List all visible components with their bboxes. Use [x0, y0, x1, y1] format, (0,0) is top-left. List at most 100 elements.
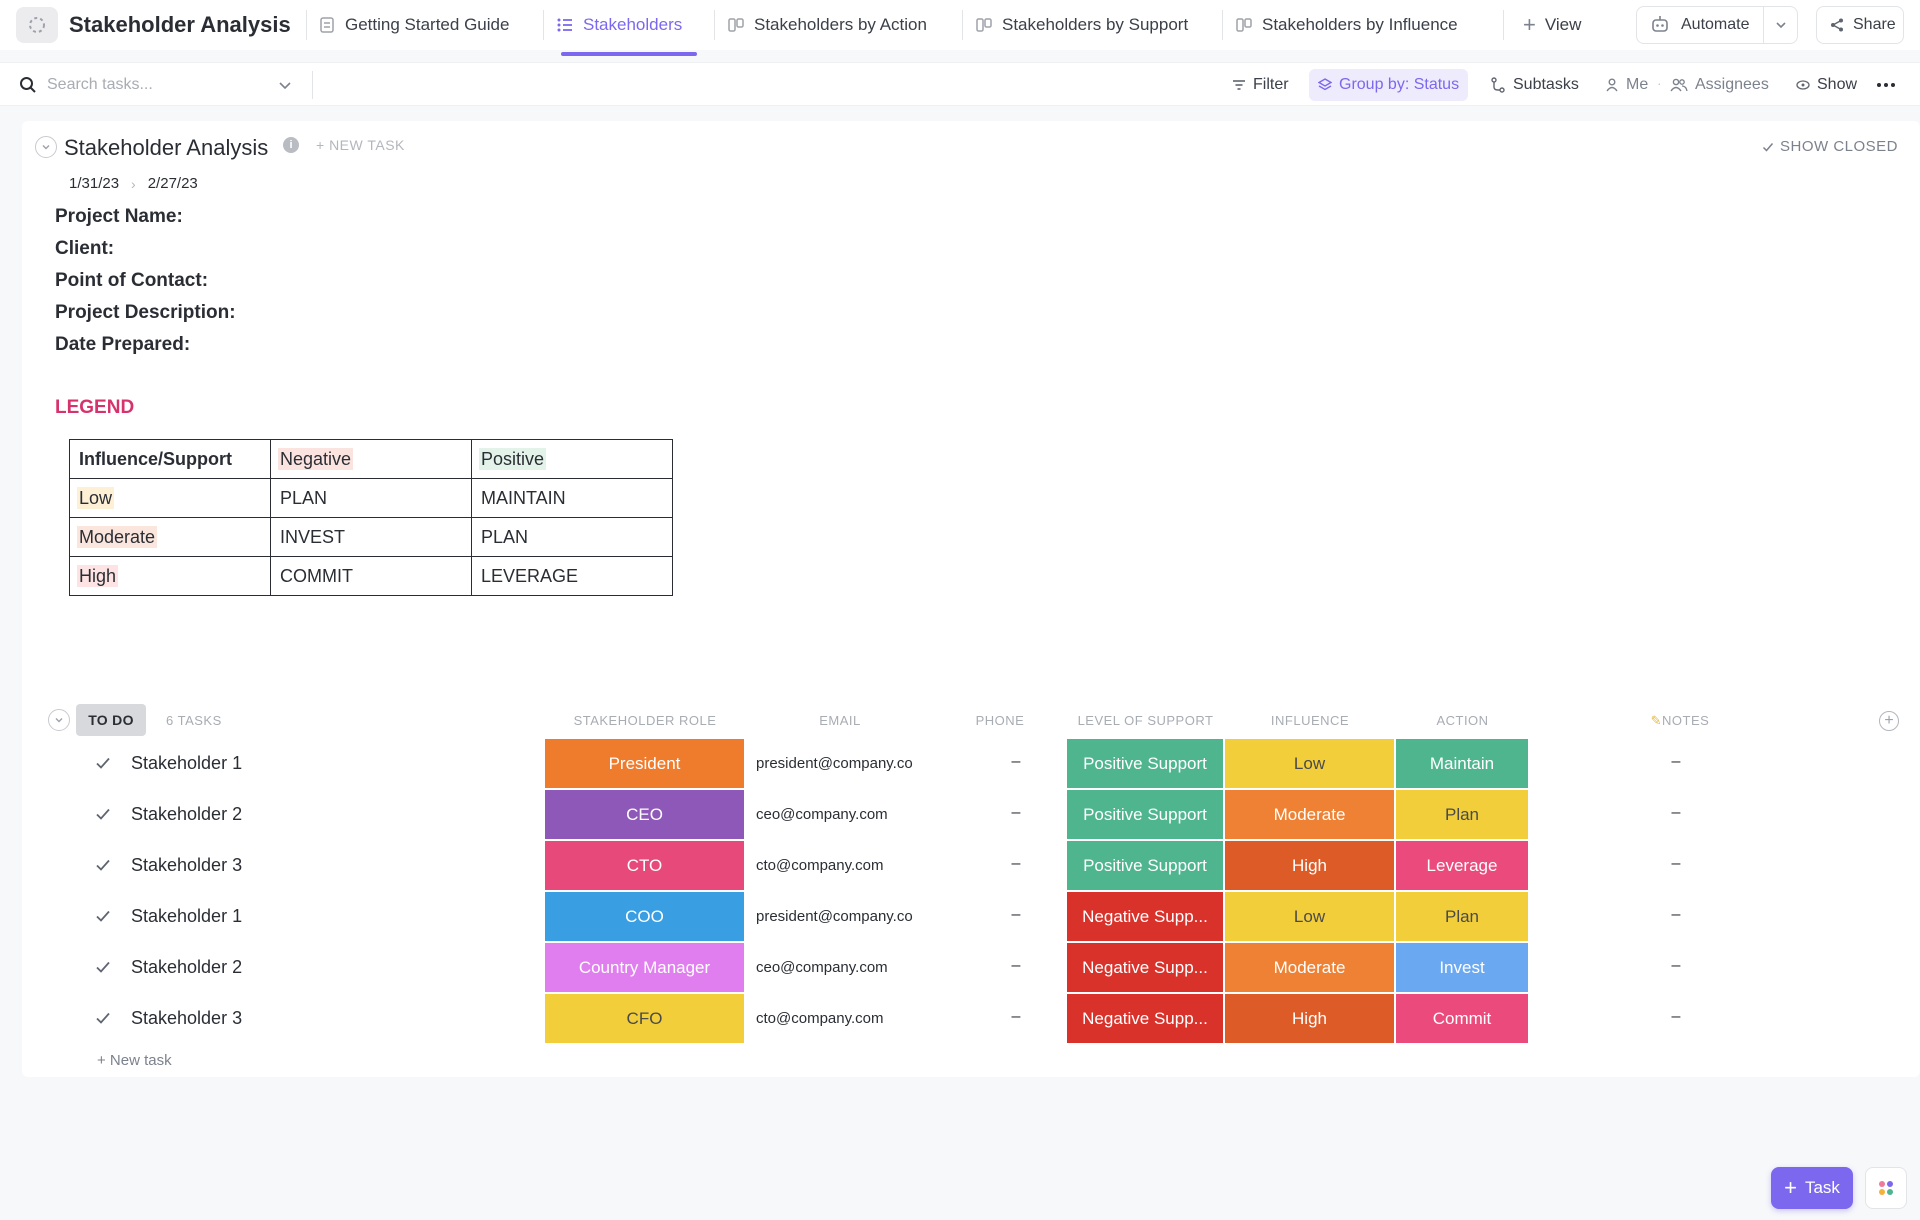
notes-cell[interactable]: –: [1671, 855, 1681, 872]
create-task-button[interactable]: + Task: [1771, 1167, 1853, 1209]
me-button[interactable]: Me: [1605, 63, 1648, 107]
phone-cell[interactable]: –: [1011, 1008, 1021, 1025]
influence-cell[interactable]: High: [1225, 994, 1394, 1045]
role-cell[interactable]: CEO: [545, 790, 744, 841]
support-cell[interactable]: Negative Supp...: [1067, 943, 1223, 994]
more-options-button[interactable]: [1876, 63, 1896, 107]
role-cell[interactable]: CTO: [545, 841, 744, 892]
action-cell[interactable]: Commit: [1396, 994, 1528, 1045]
add-view-button[interactable]: + View: [1523, 0, 1581, 50]
search-input[interactable]: [47, 76, 277, 94]
email-cell[interactable]: president@company.co: [756, 908, 913, 925]
notes-cell[interactable]: –: [1671, 957, 1681, 974]
action-cell[interactable]: Maintain: [1396, 739, 1528, 790]
legend-table: Influence/Support Negative Positive Low …: [69, 439, 673, 596]
info-icon[interactable]: i: [283, 137, 299, 153]
apps-button[interactable]: [1865, 1167, 1907, 1209]
influence-cell[interactable]: Moderate: [1225, 943, 1394, 994]
share-button[interactable]: Share: [1816, 6, 1904, 44]
list-dates[interactable]: 1/31/23 › 2/27/23: [69, 175, 198, 192]
tab-stakeholders-by-support[interactable]: Stakeholders by Support: [975, 0, 1188, 50]
add-column-button[interactable]: +: [1879, 711, 1899, 731]
tab-stakeholders-by-action[interactable]: Stakeholders by Action: [727, 0, 927, 50]
support-cell[interactable]: Positive Support: [1067, 790, 1223, 841]
assignees-button[interactable]: Assignees: [1670, 63, 1769, 107]
table-row[interactable]: Stakeholder 1 COO president@company.co –…: [76, 892, 1920, 943]
action-cell[interactable]: Plan: [1396, 790, 1528, 841]
subtasks-button[interactable]: Subtasks: [1490, 63, 1579, 107]
influence-cell[interactable]: Moderate: [1225, 790, 1394, 841]
influence-cell[interactable]: High: [1225, 841, 1394, 892]
check-icon[interactable]: [94, 805, 112, 823]
phone-cell[interactable]: –: [1011, 804, 1021, 821]
support-cell[interactable]: Positive Support: [1067, 739, 1223, 790]
table-row[interactable]: Stakeholder 1 President president@compan…: [76, 739, 1920, 790]
legend-cell: High: [69, 556, 271, 596]
role-cell[interactable]: COO: [545, 892, 744, 943]
group-by-button[interactable]: Group by: Status: [1309, 69, 1469, 101]
status-badge[interactable]: TO DO: [76, 704, 146, 736]
tab-getting-started[interactable]: Getting Started Guide: [318, 0, 509, 50]
action-cell[interactable]: Leverage: [1396, 841, 1528, 892]
support-cell[interactable]: Negative Supp...: [1067, 892, 1223, 943]
phone-cell[interactable]: –: [1011, 855, 1021, 872]
tab-stakeholders-by-influence[interactable]: Stakeholders by Influence: [1235, 0, 1458, 50]
email-cell[interactable]: ceo@company.com: [756, 959, 888, 976]
notes-cell[interactable]: –: [1671, 1008, 1681, 1025]
task-name[interactable]: Stakeholder 2: [131, 957, 243, 977]
email-cell[interactable]: cto@company.com: [756, 1010, 884, 1027]
column-header-notes[interactable]: ✎NOTES: [1650, 713, 1710, 728]
action-cell[interactable]: Plan: [1396, 892, 1528, 943]
task-name[interactable]: Stakeholder 1: [131, 753, 243, 773]
column-header-phone[interactable]: PHONE: [975, 713, 1025, 728]
robot-icon: [1652, 16, 1668, 32]
influence-cell[interactable]: Low: [1225, 739, 1394, 790]
table-row[interactable]: Stakeholder 2 CEO ceo@company.com – Posi…: [76, 790, 1920, 841]
filter-button[interactable]: Filter: [1232, 63, 1289, 107]
role-cell[interactable]: CFO: [545, 994, 744, 1045]
check-icon[interactable]: [94, 958, 112, 976]
role-cell[interactable]: Country Manager: [545, 943, 744, 994]
chevron-down-icon[interactable]: [277, 77, 293, 93]
new-task-button[interactable]: + NEW TASK: [316, 137, 405, 153]
chevron-down-icon[interactable]: [1774, 18, 1788, 32]
notes-cell[interactable]: –: [1671, 753, 1681, 770]
table-row[interactable]: Stakeholder 2 Country Manager ceo@compan…: [76, 943, 1920, 994]
check-icon[interactable]: [94, 754, 112, 772]
task-name[interactable]: Stakeholder 1: [131, 906, 243, 926]
influence-cell[interactable]: Low: [1225, 892, 1394, 943]
phone-cell[interactable]: –: [1011, 753, 1021, 770]
email-cell[interactable]: ceo@company.com: [756, 806, 888, 823]
task-name[interactable]: Stakeholder 2: [131, 804, 243, 824]
notes-cell[interactable]: –: [1671, 804, 1681, 821]
notes-cell[interactable]: –: [1671, 906, 1681, 923]
task-name[interactable]: Stakeholder 3: [131, 855, 243, 875]
automate-button[interactable]: Automate: [1636, 6, 1798, 44]
action-cell[interactable]: Invest: [1396, 943, 1528, 994]
check-icon[interactable]: [94, 907, 112, 925]
column-header-influence[interactable]: INFLUENCE: [1270, 713, 1350, 728]
column-header-action[interactable]: ACTION: [1436, 713, 1489, 728]
support-cell[interactable]: Negative Supp...: [1067, 994, 1223, 1045]
column-header-email[interactable]: EMAIL: [819, 713, 861, 728]
column-header-role[interactable]: STAKEHOLDER ROLE: [573, 713, 717, 728]
column-header-support[interactable]: LEVEL OF SUPPORT: [1077, 713, 1214, 728]
collapse-list-button[interactable]: [35, 136, 57, 158]
tab-stakeholders[interactable]: Stakeholders: [556, 0, 682, 50]
role-cell[interactable]: President: [545, 739, 744, 790]
support-cell[interactable]: Positive Support: [1067, 841, 1223, 892]
task-name[interactable]: Stakeholder 3: [131, 1008, 243, 1028]
table-row[interactable]: Stakeholder 3 CFO cto@company.com – Nega…: [76, 994, 1920, 1045]
list-icon[interactable]: [16, 7, 58, 43]
show-closed-button[interactable]: SHOW CLOSED: [1762, 138, 1898, 155]
phone-cell[interactable]: –: [1011, 957, 1021, 974]
show-button[interactable]: Show: [1796, 63, 1857, 107]
collapse-group-button[interactable]: [48, 709, 70, 731]
phone-cell[interactable]: –: [1011, 906, 1021, 923]
email-cell[interactable]: cto@company.com: [756, 857, 884, 874]
check-icon[interactable]: [94, 1009, 112, 1027]
email-cell[interactable]: president@company.co: [756, 755, 913, 772]
check-icon[interactable]: [94, 856, 112, 874]
new-task-row-button[interactable]: + New task: [97, 1052, 172, 1069]
table-row[interactable]: Stakeholder 3 CTO cto@company.com – Posi…: [76, 841, 1920, 892]
